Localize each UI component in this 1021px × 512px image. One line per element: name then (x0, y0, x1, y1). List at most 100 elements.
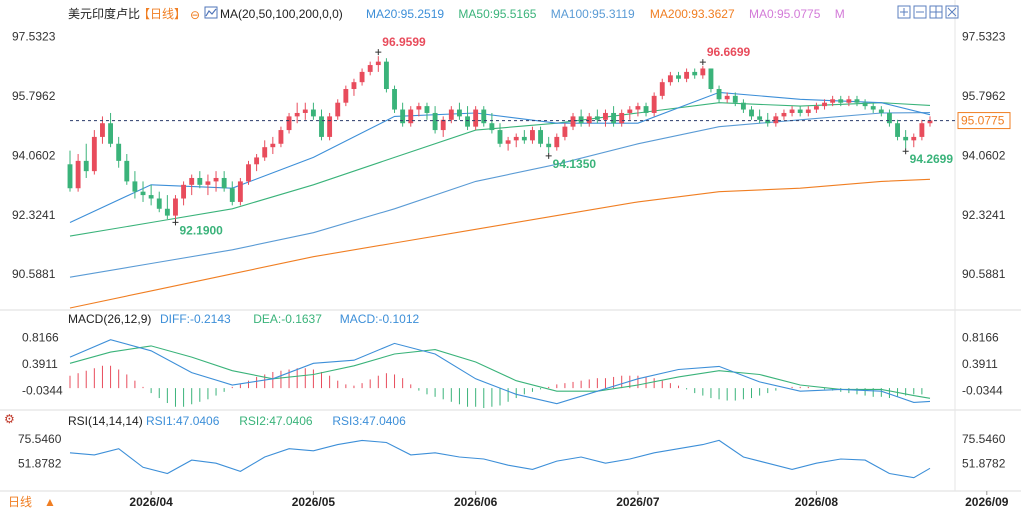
x-tick-label: 2026/07 (616, 495, 660, 509)
period-switch-arrow-icon[interactable]: ▲ (44, 495, 56, 509)
x-tick-label: 2026/08 (795, 495, 839, 509)
candle-body (765, 119, 771, 124)
candle-body (822, 102, 827, 107)
candle-body (708, 68, 714, 90)
high-label: 96.9599 (382, 35, 426, 49)
current-price-label: 95.0775 (961, 114, 1005, 128)
candle-body (927, 120, 933, 124)
low-marker (902, 148, 909, 155)
main-y-axis: 97.5323 97.5323 95.7962 95.7962 94.0602 94.06… (12, 30, 1006, 282)
candle-body (635, 106, 641, 110)
candle-body (108, 123, 113, 144)
y-tick-right: 94.0602 (962, 148, 1006, 162)
rsi-y-tick-right: 51.8782 (962, 456, 1006, 470)
y-tick-left: 97.5323 (12, 30, 56, 44)
candle-body (124, 160, 130, 182)
x-tick-label: 2026/06 (454, 495, 498, 509)
candle-body (651, 95, 657, 113)
candle-body (862, 102, 868, 107)
candle-body (627, 109, 633, 113)
macd-legend: DIFF:-0.2143 DEA:-0.1637 MACD:-0.1012 (160, 312, 419, 326)
candle-body (359, 71, 365, 83)
y-tick-left: 92.3241 (12, 208, 56, 222)
candle-body (594, 116, 600, 120)
y-tick-left: 90.5881 (12, 267, 56, 281)
candle-body (343, 89, 349, 103)
macd-legend-diff: DIFF:-0.2143 (160, 312, 231, 326)
candle-body (205, 181, 211, 185)
low-label: 94.1350 (553, 157, 597, 171)
candle-body (749, 109, 754, 117)
candle-body (197, 177, 203, 185)
diff-line (69, 339, 931, 405)
candle-body (83, 160, 89, 172)
candle-body (75, 160, 81, 189)
candle-body (497, 130, 503, 144)
legend-ma50: MA50:95.5165 (458, 7, 536, 21)
legend-ma0: MA0:95.0775 (749, 7, 821, 21)
rsi-line (69, 439, 931, 479)
ma-label: MA(20,50,100,200,0,0) (220, 7, 343, 21)
period-label[interactable]: 【日线】 (138, 7, 186, 21)
x-tick-label: 2026/04 (129, 495, 173, 509)
candle-body (895, 123, 900, 137)
rsi-y-tick-left: 75.5460 (18, 432, 62, 446)
settings-icon[interactable]: ⊖ (190, 8, 200, 22)
low-label: 92.1900 (179, 223, 223, 237)
candle-body (400, 109, 406, 124)
candle-body (173, 198, 178, 216)
candle-body (805, 109, 811, 113)
candle-body (530, 130, 535, 141)
candle-body (148, 195, 154, 199)
macd-legend-dea: DEA:-0.1637 (253, 312, 322, 326)
candle-body (773, 116, 779, 124)
candle-body (319, 116, 324, 137)
macd-y-tick-left: -0.0344 (22, 383, 63, 397)
candle-body (830, 99, 836, 103)
candle-body (586, 116, 592, 124)
x-tick-label: 2026/09 (965, 495, 1009, 509)
main-plot: 95.0775 96.9599 96.6699 92.1900 94.1350 94.26… (67, 35, 1011, 309)
add-icon[interactable] (897, 5, 911, 19)
candle-body (716, 89, 722, 100)
candle-body (684, 71, 690, 79)
candle-body (302, 109, 308, 113)
rsi-legend-rsi3: RSI3:47.0406 (332, 414, 406, 428)
candle-body (189, 177, 195, 185)
x-tick-label: 2026/05 (292, 495, 336, 509)
candle-body (270, 143, 276, 148)
candle-body (813, 106, 819, 110)
candle-body (351, 82, 357, 90)
ma50-line (69, 102, 931, 237)
minus-icon[interactable] (913, 5, 927, 19)
candle-body (676, 75, 681, 79)
candle-body (740, 102, 746, 110)
low-label: 94.2699 (910, 152, 954, 166)
y-tick-right: 97.5323 (962, 30, 1006, 44)
macd-y-tick-right: 0.3911 (962, 357, 998, 371)
candle-body (570, 116, 576, 127)
rsi-plot (69, 439, 931, 479)
candle-body (229, 188, 235, 202)
candle-body (554, 136, 560, 148)
current-price-tag (957, 112, 1011, 130)
close-icon[interactable] (945, 5, 959, 19)
rsi-y-tick-right: 75.5460 (962, 432, 1006, 446)
period-switch[interactable]: 日线 (8, 495, 32, 509)
candle-body (416, 106, 422, 110)
candle-body (375, 61, 381, 66)
candle-body (789, 109, 795, 113)
legend-ma100: MA100:95.3119 (551, 7, 635, 21)
y-tick-right: 90.5881 (962, 267, 1006, 281)
candle-body (237, 181, 243, 202)
candle-body (838, 99, 844, 103)
candle-body (757, 116, 763, 120)
close-icon-glyph (947, 7, 957, 17)
dea-line (69, 345, 931, 399)
candle-body (262, 147, 268, 158)
candle-body (440, 119, 446, 131)
indicator-icon[interactable] (204, 6, 218, 19)
rsi-settings-icon[interactable]: ⚙ (4, 412, 15, 426)
candle-body (457, 109, 462, 117)
